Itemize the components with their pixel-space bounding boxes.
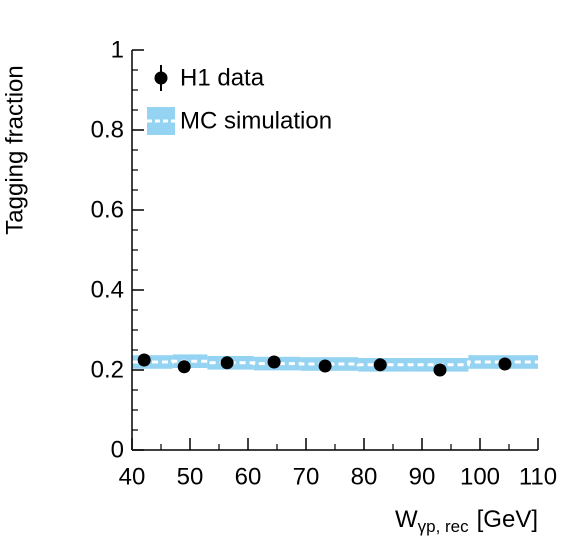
- data-point: [177, 360, 191, 374]
- x-tick-label: 90: [409, 463, 436, 490]
- data-point: [498, 357, 512, 371]
- x-label-unit: [GeV]: [477, 506, 538, 533]
- x-tick-label: 40: [119, 463, 146, 490]
- x-axis-label: Wγp, rec [GeV]: [395, 506, 538, 536]
- x-tick-label: 50: [177, 463, 204, 490]
- y-tick-label: 1: [111, 36, 124, 63]
- legend-marker: [154, 71, 168, 85]
- x-label-sub: γp, rec: [418, 517, 470, 536]
- y-tick-label: 0.2: [91, 356, 124, 383]
- data-point: [318, 359, 332, 373]
- y-axis-label: Tagging fraction: [1, 65, 28, 234]
- data-point: [267, 355, 281, 369]
- y-tick-label: 0.4: [91, 276, 124, 303]
- data-point: [373, 358, 387, 372]
- x-label-main: W: [395, 506, 418, 533]
- x-tick-label: 100: [460, 463, 500, 490]
- legend-label: MC simulation: [180, 107, 332, 134]
- x-tick-label: 80: [351, 463, 378, 490]
- data-point: [433, 363, 447, 377]
- data-point: [137, 353, 151, 367]
- legend-label: H1 data: [180, 64, 265, 91]
- x-tick-label: 70: [293, 463, 320, 490]
- x-tick-label: 110: [519, 463, 557, 490]
- x-tick-label: 60: [235, 463, 262, 490]
- y-tick-label: 0: [111, 436, 124, 463]
- data-point: [220, 356, 234, 370]
- y-tick-label: 0.6: [91, 196, 124, 223]
- y-tick-label: 0.8: [91, 116, 124, 143]
